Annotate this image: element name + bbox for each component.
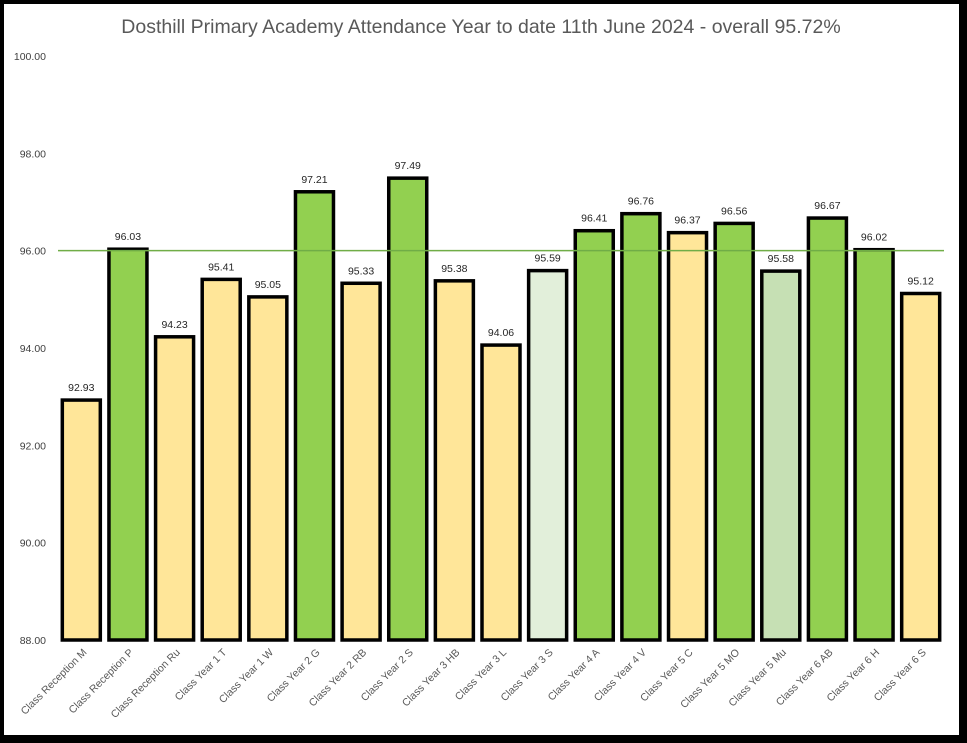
data-label: 96.76 (628, 196, 654, 208)
attendance-bar-chart: Dosthill Primary Academy Attendance Year… (14, 16, 944, 721)
data-label: 96.67 (814, 200, 840, 212)
data-label: 95.41 (208, 261, 234, 273)
bar-16 (760, 269, 802, 642)
y-tick-label: 88.00 (20, 635, 46, 647)
data-label: 95.05 (255, 279, 281, 291)
data-label: 95.58 (768, 253, 794, 265)
data-label: 97.21 (301, 174, 327, 186)
y-tick-label: 98.00 (20, 148, 46, 160)
chart-frame: Dosthill Primary Academy Attendance Year… (4, 4, 959, 735)
data-label: 96.02 (861, 232, 887, 244)
data-label: 97.49 (395, 160, 421, 172)
bars-group (60, 176, 942, 642)
bar-19 (899, 291, 942, 642)
bar-6 (293, 190, 336, 642)
y-tick-label: 96.00 (20, 246, 46, 258)
bar-9 (433, 279, 476, 642)
bar-8 (386, 176, 429, 642)
bar-3 (153, 335, 196, 642)
bar-17 (806, 216, 849, 642)
bar-7 (340, 281, 382, 642)
data-label: 94.06 (488, 327, 514, 339)
data-label: 96.56 (721, 205, 747, 217)
y-tick-label: 100.00 (14, 51, 46, 63)
data-label: 95.38 (441, 263, 467, 275)
bar-4 (200, 277, 242, 642)
data-labels-group: 92.93 96.03 94.23 95.41 95.05 97.21 95.33 97.49… (68, 160, 934, 394)
data-label: 95.59 (534, 253, 560, 265)
y-axis: 88.00 90.00 92.00 94.00 96.00 98.00 100.00 (14, 51, 46, 647)
chart-title: Dosthill Primary Academy Attendance Year… (121, 16, 840, 38)
bar-11 (526, 268, 569, 642)
bar-14 (666, 230, 709, 642)
data-label: 96.03 (115, 231, 141, 243)
bar-13 (620, 211, 662, 642)
y-tick-label: 90.00 (20, 538, 46, 550)
bar-15 (713, 221, 755, 642)
y-tick-label: 94.00 (20, 343, 46, 355)
bar-1 (60, 398, 103, 642)
bar-18 (853, 247, 895, 642)
data-label: 96.41 (581, 213, 607, 225)
data-label: 95.12 (908, 275, 934, 287)
bar-5 (247, 295, 289, 642)
bar-10 (480, 343, 522, 642)
data-label: 94.23 (161, 319, 187, 331)
bar-12 (573, 228, 616, 642)
data-label: 96.37 (674, 215, 700, 227)
data-label: 95.33 (348, 265, 374, 277)
bar-2 (107, 247, 149, 642)
y-tick-label: 92.00 (20, 440, 46, 452)
data-label: 92.93 (68, 382, 94, 394)
